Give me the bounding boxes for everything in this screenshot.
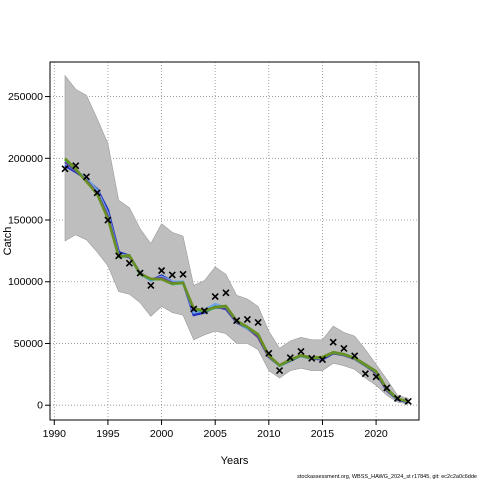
observed-point — [104, 216, 112, 224]
y-tick-label: 200000 — [8, 153, 43, 165]
observed-point — [329, 338, 337, 346]
x-tick-label: 1995 — [96, 428, 120, 440]
observed-point — [168, 271, 176, 279]
observed-point — [211, 292, 219, 301]
source-caption: stockassessment.org, WBSS_HAWG_2024_st r… — [297, 474, 477, 480]
observed-point — [93, 189, 101, 197]
observed-point — [372, 373, 380, 381]
x-tick-label: 2020 — [364, 428, 388, 440]
observed-point — [351, 352, 359, 360]
plot-frame — [49, 61, 420, 421]
x-tick-label: 2010 — [257, 428, 281, 440]
x-axis-label: Years — [221, 455, 249, 467]
observed-point — [243, 315, 251, 323]
y-axis-label: Catch — [2, 227, 14, 256]
observed-point — [115, 252, 123, 260]
observed-point — [147, 281, 155, 290]
y-tick-label: 250000 — [8, 91, 43, 103]
observed-point — [179, 270, 187, 278]
x-tick-label: 2005 — [204, 428, 228, 440]
observed-point — [340, 344, 348, 352]
observed-point — [190, 305, 198, 313]
observed-point — [275, 367, 284, 375]
y-tick-label: 50000 — [14, 338, 43, 350]
y-tick-label: 150000 — [8, 215, 43, 227]
observed-point — [308, 354, 316, 362]
observed-point — [125, 259, 133, 267]
observed-point — [72, 162, 80, 170]
observed-point — [233, 317, 241, 325]
y-tick-label: 0 — [37, 400, 43, 412]
axes: 1990 1995 2000 2005 2010 2015 2020 0 50000 100000… — [8, 91, 388, 440]
observed-point — [393, 394, 402, 402]
observed-point — [361, 370, 369, 378]
x-tick-label: 2015 — [311, 428, 335, 440]
observed-point — [136, 269, 144, 277]
observed-point — [265, 349, 273, 357]
observed-point — [286, 354, 294, 362]
observed-point — [61, 165, 69, 173]
observed-point — [404, 397, 412, 406]
x-tick-label: 2000 — [150, 428, 174, 440]
x-tick-label: 1990 — [43, 428, 67, 440]
observed-point — [297, 347, 305, 356]
observed-point — [318, 355, 327, 364]
y-tick-label: 100000 — [8, 276, 43, 288]
observed-point — [200, 307, 209, 315]
observed-point — [383, 384, 391, 392]
observed-point — [222, 289, 230, 297]
observed-point — [254, 318, 262, 327]
observed-point — [157, 267, 166, 275]
observed-points — [61, 162, 412, 406]
observed-point — [82, 173, 91, 181]
